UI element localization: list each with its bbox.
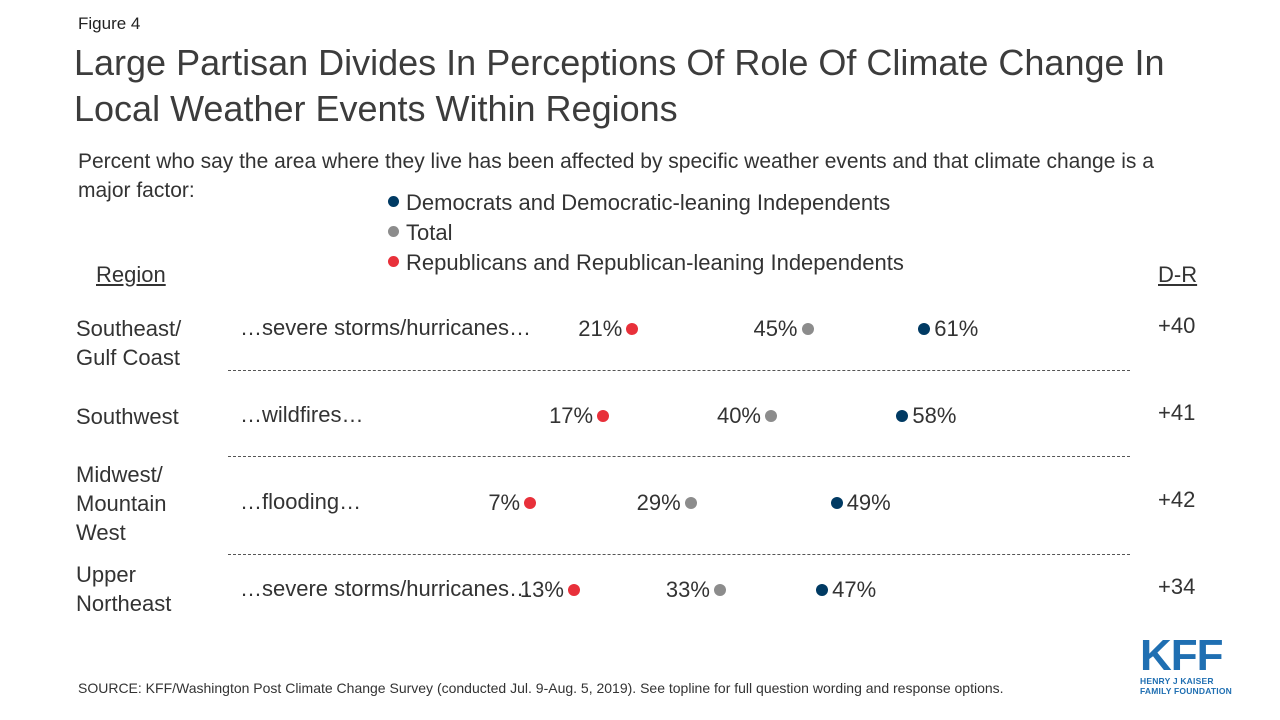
legend-item-total: Total — [388, 220, 452, 246]
data-label-total: 45% — [753, 316, 798, 341]
gap-value: +34 — [1158, 574, 1196, 599]
data-point-dem — [918, 323, 931, 335]
data-label-dem: 61% — [934, 316, 979, 341]
data-point-rep — [524, 497, 537, 509]
kff-logo-line1: HENRY J KAISER — [1140, 676, 1214, 686]
data-point-dem — [816, 584, 829, 596]
legend-dot-total — [388, 226, 399, 237]
data-point-dem — [830, 497, 843, 509]
region-label: Upper Northeast — [76, 562, 172, 616]
legend-dot-rep — [388, 256, 399, 267]
data-label-dem: 58% — [912, 403, 957, 428]
legend-label-total: Total — [406, 220, 453, 245]
source-note: SOURCE: KFF/Washington Post Climate Chan… — [78, 680, 1004, 696]
data-point-total — [713, 584, 726, 596]
event-label: …severe storms/hurricanes… — [240, 315, 531, 340]
kff-logo: KFF HENRY J KAISER FAMILY FOUNDATION — [1140, 631, 1240, 697]
data-label-rep: 17% — [549, 403, 594, 428]
data-label-dem: 49% — [846, 490, 891, 515]
data-label-total: 29% — [636, 490, 681, 515]
legend-item-rep: Republicans and Republican-leaning Indep… — [388, 250, 904, 276]
legend-item-dem: Democrats and Democratic-leaning Indepen… — [388, 190, 890, 216]
data-label-rep: 21% — [578, 316, 623, 341]
data-label-total: 33% — [665, 577, 710, 602]
row-divider — [228, 554, 1130, 555]
region-label: Southeast/ Gulf Coast — [76, 316, 182, 370]
data-label-dem: 47% — [832, 577, 877, 602]
gap-column-header: D-R — [1158, 262, 1198, 287]
data-point-total — [684, 497, 697, 509]
gap-value: +40 — [1158, 313, 1196, 338]
data-label-rep: 7% — [488, 490, 521, 515]
data-point-rep — [626, 323, 639, 335]
row-divider — [228, 456, 1130, 457]
data-point-rep — [567, 584, 580, 596]
data-point-total — [765, 410, 777, 422]
event-label: …severe storms/hurricanes… — [240, 576, 531, 601]
region-label: Midwest/ Mountain West — [76, 462, 167, 545]
data-point-dem — [896, 410, 909, 422]
legend-label-dem: Democrats and Democratic-leaning Indepen… — [406, 190, 891, 215]
row-divider — [228, 370, 1130, 371]
gap-value: +41 — [1158, 400, 1196, 425]
data-point-rep — [597, 410, 610, 422]
data-label-total: 40% — [716, 403, 761, 428]
gap-value: +42 — [1158, 487, 1196, 512]
region-label: Southwest — [76, 404, 179, 429]
chart-subtitle: Percent who say the area where they live… — [78, 150, 1154, 202]
chart-title: Large Partisan Divides In Perceptions Of… — [74, 42, 1165, 129]
kff-logo-line2: FAMILY FOUNDATION — [1140, 686, 1233, 696]
data-label-rep: 13% — [519, 577, 564, 602]
event-label: …wildfires… — [240, 402, 364, 427]
legend-dot-dem — [388, 196, 399, 207]
legend-label-rep: Republicans and Republican-leaning Indep… — [406, 250, 904, 275]
figure-label: Figure 4 — [78, 14, 141, 33]
data-point-total — [801, 323, 814, 335]
kff-logo-mark: KFF — [1140, 631, 1224, 680]
event-label: …flooding… — [240, 489, 362, 514]
region-column-header: Region — [96, 262, 166, 287]
